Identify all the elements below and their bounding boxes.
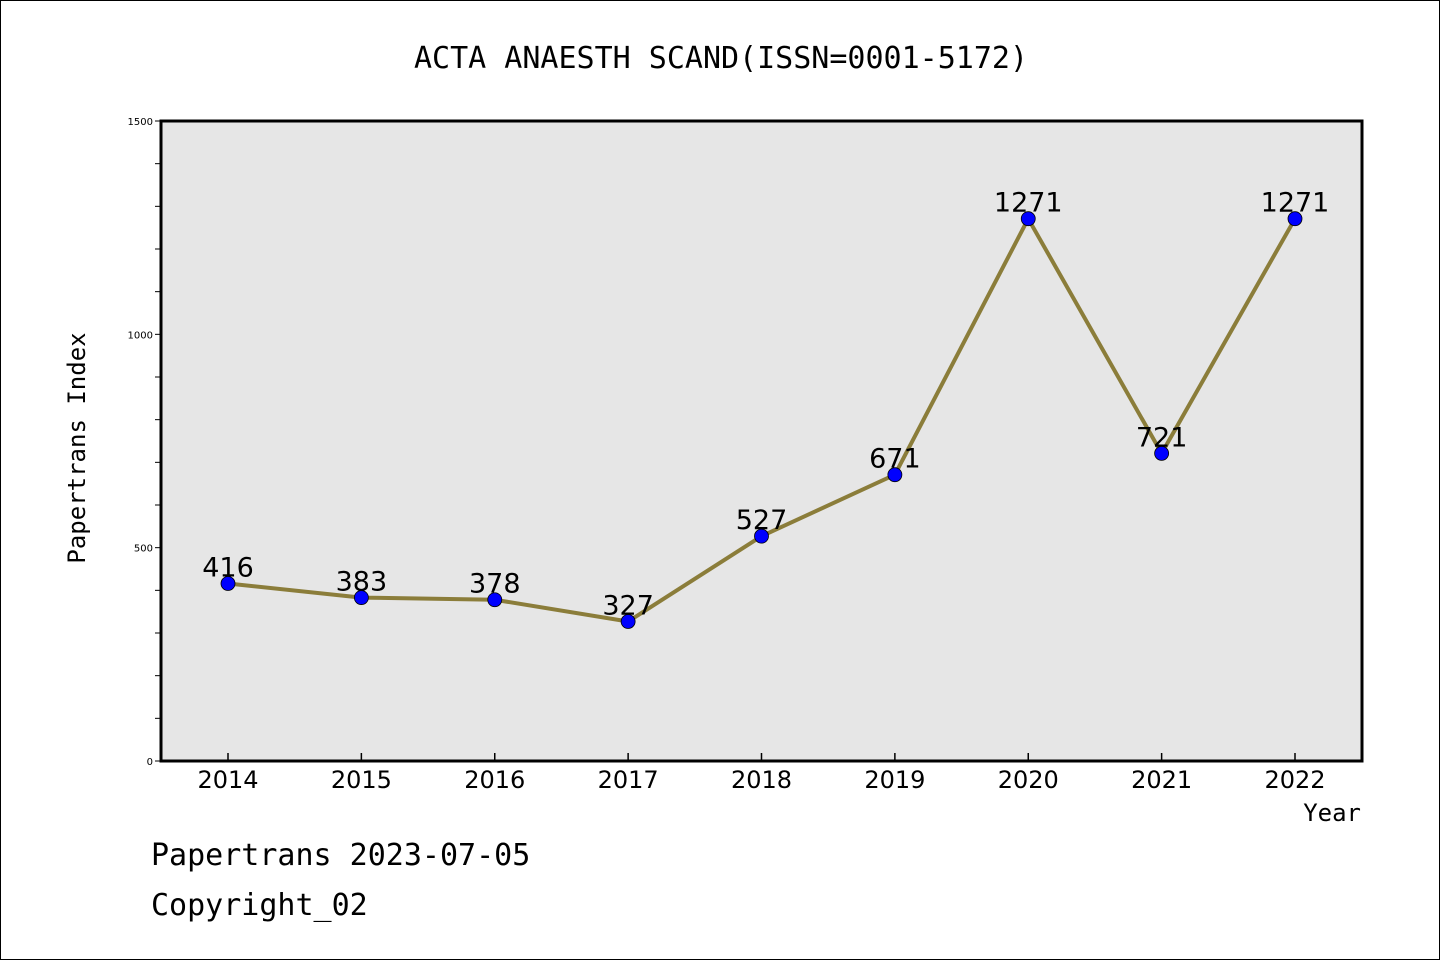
- y-tick-label: 1000: [128, 330, 153, 341]
- data-label: 378: [469, 569, 521, 600]
- x-tick-label: 2017: [598, 766, 659, 794]
- data-point: [1154, 445, 1170, 461]
- x-tick-label: 2019: [864, 766, 925, 794]
- data-point: [620, 614, 636, 629]
- data-point: [1020, 211, 1036, 227]
- data-markers: [220, 211, 1303, 629]
- x-axis-ticks: 2014 2015 2016 2017 2018 2019 2020 2021 2022: [197, 753, 1326, 794]
- data-labels: 416 383 378 327 527 671 1271 721 1271: [202, 188, 1329, 622]
- y-axis-label: Papertrans Index: [63, 332, 91, 563]
- x-tick-label: 2020: [998, 766, 1059, 794]
- y-axis-ticks: 0 500 1000 1500: [128, 117, 161, 768]
- x-axis-label: Year: [1303, 799, 1361, 827]
- chart-title: ACTA ANAESTH SCAND(ISSN=0001-5172): [414, 41, 1028, 76]
- footer-copyright-line: Copyright_02: [151, 888, 368, 923]
- data-label: 527: [736, 505, 788, 536]
- data-label: 327: [602, 590, 654, 621]
- data-point: [887, 467, 903, 483]
- plot-area: [161, 121, 1362, 761]
- x-tick-label: 2016: [464, 766, 525, 794]
- x-tick-label: 2022: [1264, 766, 1325, 794]
- data-label: 383: [336, 567, 388, 598]
- data-point: [754, 528, 769, 544]
- data-label: 416: [202, 553, 254, 584]
- x-tick-label: 2021: [1131, 766, 1192, 794]
- y-tick-label: 1500: [128, 117, 153, 128]
- data-point: [487, 592, 503, 608]
- x-tick-label: 2014: [197, 766, 258, 794]
- y-tick-label: 500: [134, 544, 153, 555]
- x-tick-label: 2018: [731, 766, 792, 794]
- plot-frame: [159, 119, 1364, 763]
- data-point: [1287, 211, 1303, 227]
- data-point: [353, 590, 369, 605]
- data-label: 1271: [994, 188, 1063, 219]
- data-label: 1271: [1261, 188, 1330, 219]
- x-tick-label: 2015: [331, 766, 392, 794]
- data-label: 721: [1136, 422, 1188, 453]
- data-label: 671: [869, 444, 921, 475]
- y-tick-label: 0: [147, 757, 153, 768]
- footer-date-line: Papertrans 2023-07-05: [151, 838, 530, 873]
- data-point: [220, 576, 236, 591]
